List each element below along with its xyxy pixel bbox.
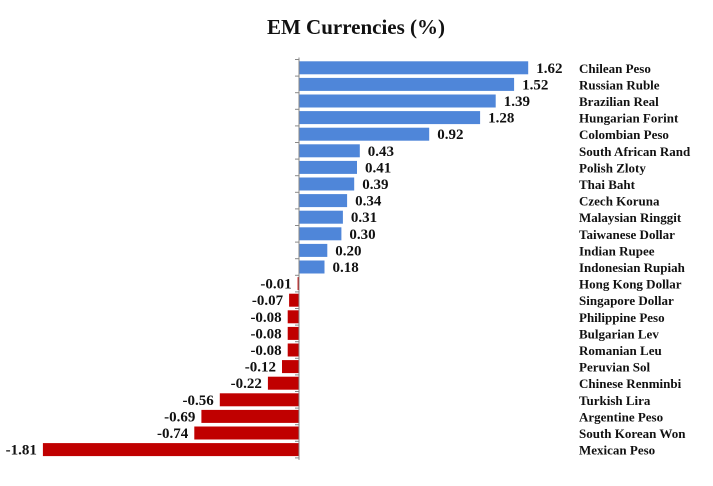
bar-18 [282,360,299,374]
bar-0 [299,61,529,75]
category-label-14: Singapore Dollar [579,293,674,308]
bar-11 [299,243,328,257]
category-label-22: South Korean Won [579,426,686,441]
bars-group [42,61,529,457]
bar-15 [287,310,299,324]
category-label-12: Indonesian Rupiah [579,260,686,275]
category-label-10: Taiwanese Dollar [579,227,675,242]
category-label-23: Mexican Peso [579,443,655,458]
category-label-20: Turkish Lira [579,393,651,408]
bar-8 [299,194,348,208]
value-label-3: 1.28 [488,111,514,127]
category-label-7: Thai Baht [579,177,636,192]
value-label-1: 1.52 [522,77,548,93]
value-label-7: 0.39 [362,177,388,193]
category-label-21: Argentine Peso [579,409,663,424]
bar-9 [299,210,343,224]
chart-title: EM Currencies (%) [267,15,445,39]
value-label-8: 0.34 [355,194,382,210]
bar-13 [297,277,299,291]
category-label-5: South African Rand [579,144,691,159]
value-label-22: -0.74 [157,426,189,442]
value-label-2: 1.39 [504,94,530,110]
bar-10 [299,227,342,241]
category-label-16: Bulgarian Lev [579,326,659,341]
category-label-13: Hong Kong Dollar [579,277,682,292]
bar-4 [299,127,430,141]
category-label-4: Colombian Peso [579,127,669,142]
bar-17 [287,343,299,357]
bar-14 [289,293,299,307]
value-label-23: -1.81 [6,443,37,459]
value-label-15: -0.08 [250,310,281,326]
value-label-19: -0.22 [231,376,262,392]
category-label-9: Malaysian Ringgit [579,210,682,225]
category-label-17: Romanian Leu [579,343,662,358]
value-label-11: 0.20 [335,243,361,259]
value-label-20: -0.56 [183,393,215,409]
value-label-0: 1.62 [536,61,562,77]
bar-1 [299,77,515,91]
bar-19 [267,376,299,390]
bar-12 [299,260,325,274]
value-label-18: -0.12 [245,360,276,376]
value-label-21: -0.69 [164,409,195,425]
bar-21 [201,409,299,423]
bar-22 [194,426,299,440]
category-label-18: Peruvian Sol [579,360,651,375]
value-label-16: -0.08 [250,326,281,342]
category-label-19: Chinese Renminbi [579,376,682,391]
category-label-2: Brazilian Real [579,94,659,109]
category-label-1: Russian Ruble [579,77,660,92]
category-label-8: Czech Koruna [579,194,660,209]
value-label-13: -0.01 [260,277,291,293]
bar-7 [299,177,355,191]
value-labels-group: 1.621.521.391.28 0.92 0.430.410.390.340.31… [6,61,563,459]
bar-5 [299,144,360,158]
value-label-5: 0.43 [368,144,394,160]
bar-6 [299,160,357,174]
bar-20 [219,393,299,407]
value-label-6: 0.41 [365,160,391,176]
value-label-4: 0.92 [437,127,463,143]
bar-23 [42,443,300,457]
bar-2 [299,94,496,108]
category-label-0: Chilean Peso [579,61,651,76]
value-label-10: 0.30 [349,227,375,243]
zero-axis [295,57,300,460]
category-label-6: Polish Zloty [579,160,646,175]
category-label-11: Indian Rupee [579,243,655,258]
value-label-9: 0.31 [351,210,377,226]
category-label-3: Hungarian Forint [579,111,679,126]
value-label-14: -0.07 [252,293,284,309]
bar-16 [287,326,299,340]
value-label-12: 0.18 [333,260,359,276]
category-label-15: Philippine Peso [579,310,665,325]
value-label-17: -0.08 [250,343,281,359]
bar-3 [299,111,481,125]
